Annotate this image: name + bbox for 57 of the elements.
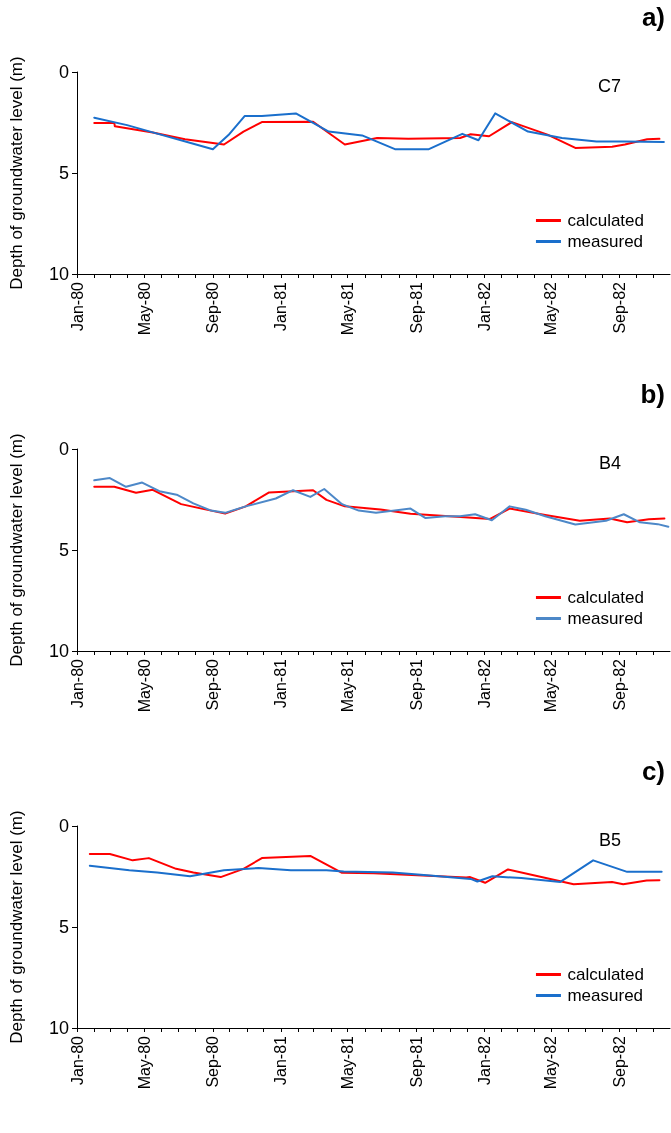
x-tick-label: Sep-82 [610, 281, 628, 334]
annotation: C7 [597, 76, 622, 96]
y-tick-label: 5 [58, 917, 69, 937]
line-series [93, 485, 666, 524]
x-tick-label: May-82 [542, 1035, 560, 1090]
y-axis-title: Depth of groundwater level (m) [7, 433, 26, 667]
y-tick-label: 10 [48, 264, 69, 284]
y-axis-title: Depth of groundwater level (m) [7, 810, 26, 1044]
legend-label: calculated [567, 965, 645, 984]
line-series [93, 477, 670, 528]
line-series [93, 112, 665, 151]
x-tick-label: Jan-80 [68, 281, 86, 331]
x-tick-label: Jan-81 [272, 658, 290, 708]
annotation: B4 [598, 453, 622, 473]
y-tick-label: 0 [58, 816, 69, 836]
x-tick-label: May-81 [339, 1035, 357, 1090]
x-tick-label: Sep-80 [204, 1035, 222, 1088]
y-tick-label: 0 [58, 62, 69, 82]
legend-label: calculated [567, 211, 645, 230]
x-tick-label: May-82 [542, 281, 560, 336]
x-tick-label: May-81 [339, 658, 357, 713]
legend-label: measured [567, 609, 644, 628]
x-tick-label: Sep-81 [407, 658, 425, 711]
legend-label: measured [567, 232, 644, 251]
x-tick-label: Sep-80 [204, 281, 222, 334]
legend-label: measured [567, 986, 644, 1005]
legend-label: calculated [567, 588, 645, 607]
x-tick-label: Sep-81 [407, 281, 425, 334]
y-tick-label: 5 [58, 163, 69, 183]
text: b) [640, 379, 666, 409]
x-tick-label: Jan-80 [68, 1035, 86, 1085]
text: a) [641, 2, 666, 32]
x-tick-label: May-80 [135, 658, 153, 713]
text: c) [641, 756, 666, 786]
x-tick-label: Jan-80 [68, 658, 86, 708]
x-tick-label: Sep-81 [407, 1035, 425, 1088]
line-series [88, 853, 661, 886]
x-tick-label: Jan-82 [475, 658, 493, 708]
x-tick-label: Sep-82 [610, 658, 628, 711]
y-tick-label: 10 [48, 1018, 69, 1038]
x-tick-label: Jan-81 [272, 281, 290, 331]
y-tick-label: 10 [48, 641, 69, 661]
x-tick-label: May-81 [339, 281, 357, 336]
x-tick-label: May-82 [542, 658, 560, 713]
x-tick-label: Jan-82 [475, 1035, 493, 1085]
x-tick-label: Jan-81 [272, 1035, 290, 1085]
annotation: B5 [598, 830, 622, 850]
x-tick-label: Jan-82 [475, 281, 493, 331]
line-series [93, 120, 661, 149]
y-tick-label: 5 [58, 540, 69, 560]
x-tick-label: Sep-82 [610, 1035, 628, 1088]
x-tick-label: Sep-80 [204, 658, 222, 711]
y-tick-label: 0 [58, 439, 69, 459]
y-axis-title: Depth of groundwater level (m) [7, 56, 26, 290]
line-series [88, 859, 663, 883]
x-tick-label: May-80 [135, 1035, 153, 1090]
x-tick-label: May-80 [135, 281, 153, 336]
